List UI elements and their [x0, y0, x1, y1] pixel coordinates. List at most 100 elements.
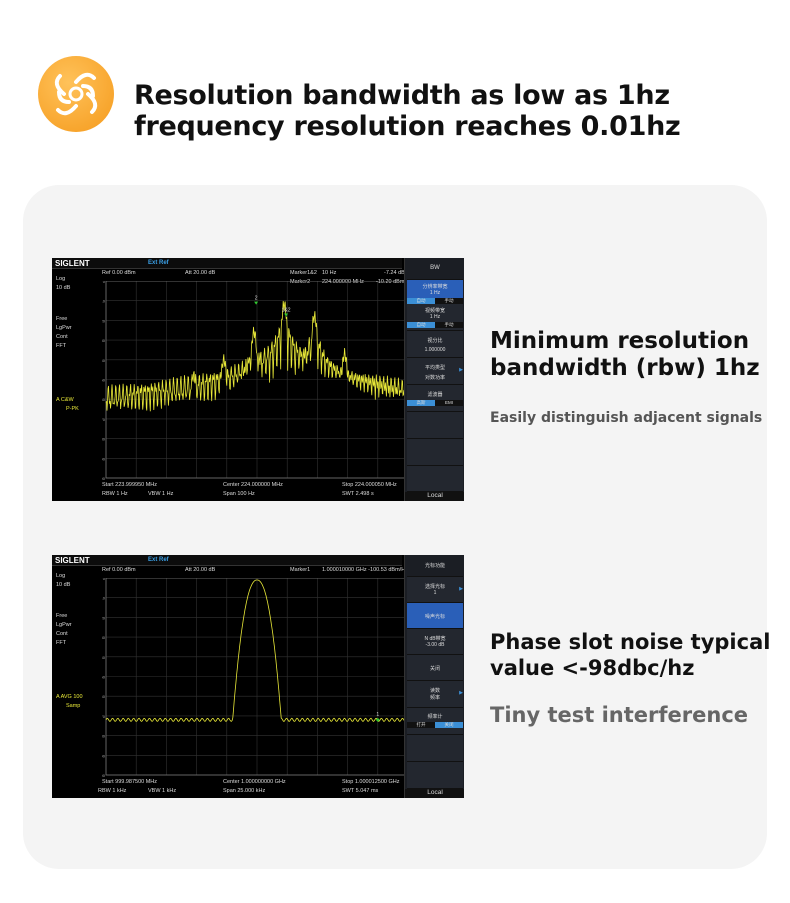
- feature1-title-line1: Minimum resolution: [490, 328, 750, 354]
- y-tick-label: -80: [102, 437, 106, 442]
- toggle-auto[interactable]: 自动: [407, 322, 435, 328]
- headline-line-1: Resolution bandwidth as low as 1hz: [134, 80, 670, 111]
- trace-a-label[interactable]: A AVG 100: [56, 694, 83, 700]
- plot-border: [105, 578, 408, 776]
- left-info-1: Free: [56, 316, 68, 322]
- rbw-value: RBW 1 kHz: [98, 788, 127, 794]
- swirl-icon: [54, 72, 98, 116]
- start-freq: Start 223.999950 MHz: [102, 482, 158, 488]
- trace-a-mode: Samp: [66, 703, 81, 709]
- scale-div: 10 dB: [56, 285, 71, 291]
- marker1-value: 1.000010000 GHz -100.53 dBm/Hz: [322, 567, 408, 573]
- y-tick-label: -90: [102, 753, 106, 758]
- menu-off[interactable]: 关闭: [407, 655, 463, 681]
- spectrum-plot: 0 -10 -20 -30 -40 -50 -60 -70 -80 -90 -100 1: [102, 578, 408, 778]
- y-tick-label: -40: [102, 655, 106, 660]
- menu-rbw[interactable]: 分辨率带宽 1 Hz 自动 手动: [407, 280, 463, 304]
- brand-label: SIGLENT: [55, 259, 90, 268]
- marker-icon: [375, 717, 380, 722]
- menu-counter-label: 频率计: [427, 714, 443, 720]
- menu-empty-1: [407, 735, 463, 762]
- spectrum-trace: [105, 579, 408, 722]
- feature1-subtitle: Easily distinguish adjacent signals: [490, 410, 763, 426]
- menu-select-marker-value: 1: [433, 590, 437, 596]
- y-tick-label: -40: [102, 358, 106, 363]
- y-tick-label: -60: [102, 694, 106, 699]
- attenuation: Att 20.00 dB: [185, 270, 216, 276]
- left-info-3: Cont: [56, 334, 68, 340]
- start-freq: Start 999.987500 MHz: [102, 779, 158, 785]
- menu-noise-marker[interactable]: 噪声光标: [407, 603, 463, 629]
- menu-filter-label: 滤波器: [427, 392, 443, 398]
- menu-frequency-counter[interactable]: 频率计打开 关闭: [407, 708, 463, 735]
- y-tick-label: -10: [102, 596, 106, 601]
- toggle-off[interactable]: 关闭: [435, 722, 463, 728]
- menu-empty-2: [407, 762, 463, 789]
- toggle-on[interactable]: 打开: [407, 722, 435, 728]
- marker2-value: -10.20 dBm: [376, 279, 405, 285]
- toggle-manual[interactable]: 手动: [435, 298, 463, 304]
- y-tick-label: -30: [102, 338, 106, 343]
- local-indicator: Local: [405, 492, 464, 501]
- menu-vbw-rbw-ratio[interactable]: 视分比 1.000000: [407, 331, 463, 358]
- y-tick-label: -20: [102, 615, 106, 620]
- ref-level: Ref 0.00 dBm: [102, 567, 136, 573]
- left-info-4: FFT: [56, 640, 67, 646]
- trace-a-label[interactable]: A C&W: [56, 397, 74, 403]
- menu-filter[interactable]: 滤波器高斯 EMI: [407, 385, 463, 412]
- headline-line-2: frequency resolution reaches 0.01hz: [134, 111, 681, 142]
- menu-average-value: 对数功率: [424, 375, 445, 381]
- toggle-manual[interactable]: 手动: [435, 322, 463, 328]
- feature2-title-line1: Phase slot noise typical: [490, 630, 771, 654]
- feature1-title-line2: bandwidth (rbw) 1hz: [490, 355, 760, 381]
- feature2-subtitle: Tiny test interference: [490, 703, 749, 727]
- left-info-3: Cont: [56, 631, 68, 637]
- menu-readout[interactable]: 读数 频率 ▶: [407, 681, 463, 708]
- menu-empty-1: [407, 412, 463, 439]
- left-info-4: FFT: [56, 343, 67, 349]
- marker1-label: Marker1: [290, 567, 311, 573]
- menu-average-type[interactable]: 平均类型 对数功率 ▶: [407, 358, 463, 385]
- scale-type: Log: [56, 573, 66, 579]
- marker-delta-value: -7.24 dB: [384, 270, 405, 276]
- span-value: Span 25.000 kHz: [223, 788, 266, 794]
- brand-label: SIGLENT: [55, 556, 90, 565]
- menu-empty-2: [407, 439, 463, 466]
- y-tick-label: -70: [102, 714, 106, 719]
- status-bar: [52, 258, 402, 269]
- marker2-freq: 224.000000 MHz: [322, 279, 364, 285]
- y-tick-label: -20: [102, 318, 106, 323]
- left-info-2: LgPwr: [56, 622, 72, 628]
- arrow-right-icon: ▶: [459, 690, 463, 696]
- trace-a-mode: P-PK: [66, 406, 79, 412]
- menu-empty-3: [407, 466, 463, 492]
- arrow-right-icon: ▶: [459, 367, 463, 373]
- status-bar: [52, 555, 402, 566]
- scale-type: Log: [56, 276, 66, 282]
- marker-icon: [284, 313, 289, 317]
- toggle-gauss[interactable]: 高斯: [407, 400, 435, 406]
- marker2-label: Marker2: [290, 279, 311, 285]
- left-info-1: Free: [56, 613, 68, 619]
- menu-vbw[interactable]: 视频带宽 1 Hz 自动 手动: [407, 304, 463, 331]
- menu-ratio-value: 1.000000: [424, 347, 446, 353]
- menu-ndb-bandwidth[interactable]: N dB带宽 -3.00 dB: [407, 629, 463, 655]
- menu-title: BW: [407, 258, 463, 280]
- y-tick-label: -100: [102, 476, 106, 481]
- marker-delta-freq: 10 Hz: [322, 270, 337, 276]
- marker-tag: 1&2: [282, 307, 291, 313]
- y-tick-label: -30: [102, 635, 106, 640]
- vbw-value: VBW 1 Hz: [148, 491, 174, 497]
- toggle-auto[interactable]: 自动: [407, 298, 435, 304]
- local-indicator: Local: [405, 789, 464, 798]
- span-value: Span 100 Hz: [223, 491, 255, 497]
- feature2-title: Phase slot noise typical value <-98dbc/hz: [490, 629, 770, 681]
- menu-ndb-value: -3.00 dB: [425, 642, 445, 648]
- center-freq: Center 224.000000 MHz: [223, 482, 283, 488]
- toggle-emi[interactable]: EMI: [435, 400, 463, 406]
- swt-value: SWT 5.047 ms: [342, 788, 379, 794]
- menu-select-marker[interactable]: 选择光标 1 ▶: [407, 577, 463, 603]
- y-tick-label: -90: [102, 456, 106, 461]
- softkey-menu: BW 分辨率带宽 1 Hz 自动 手动 视频带宽 1 Hz 自动 手动 视分比 1.00000…: [404, 258, 464, 501]
- spectrum-trace: [105, 300, 408, 412]
